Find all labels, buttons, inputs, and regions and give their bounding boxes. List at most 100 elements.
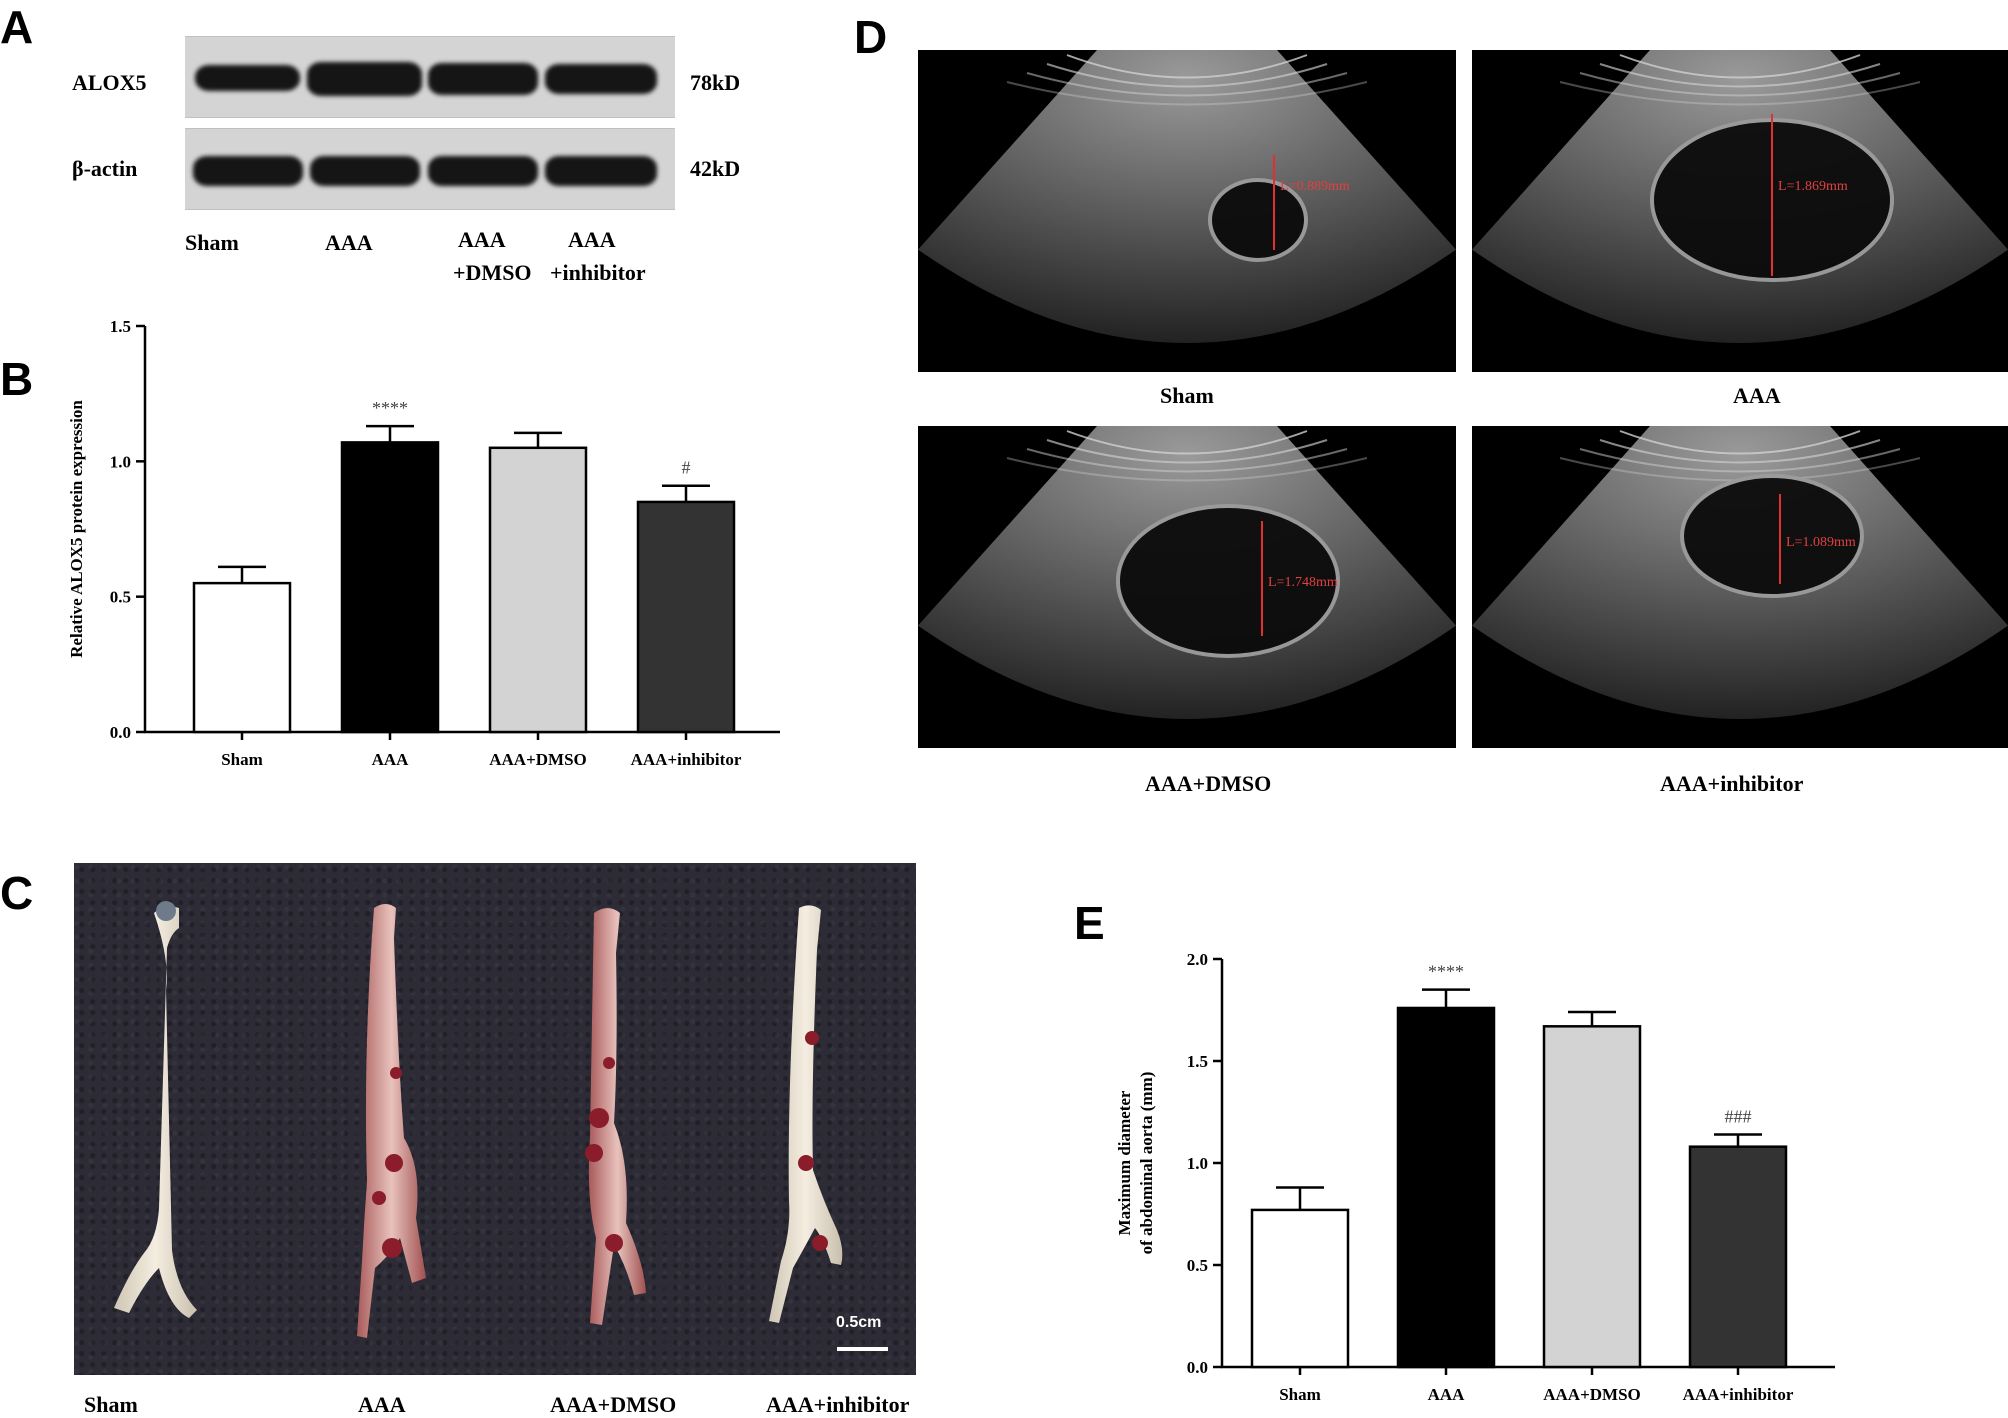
ultrasound-arc bbox=[1046, 439, 1328, 464]
chart-b-x-tick-label-3: AAA+inhibitor bbox=[631, 750, 742, 769]
photo-label-sham: Sham bbox=[84, 1392, 138, 1417]
chart-b-significance-3: # bbox=[682, 458, 691, 478]
chart-e-y-axis-label: Maximum diameter bbox=[1115, 1090, 1134, 1235]
chart-e-y-tick-label: 0.5 bbox=[1187, 1256, 1208, 1275]
chart-e-x-tick-label-1: AAA bbox=[1428, 1385, 1466, 1404]
measurement-label: L=1.089mm bbox=[1786, 535, 1856, 550]
photo-label-aaa-inhibitor: AAA+inhibitor bbox=[766, 1392, 910, 1417]
blot-row-label-beta-actin: β-actin bbox=[72, 156, 138, 181]
actin-band-aaa-dmso bbox=[428, 156, 538, 186]
chart-b-bar-0 bbox=[192, 581, 292, 734]
alox5-band-aaa-inhibitor bbox=[545, 64, 657, 94]
panel-e-letter: E bbox=[1074, 897, 1105, 949]
blot-row-label-alox5: ALOX5 bbox=[72, 70, 147, 95]
chart-e-x-tick-label-3: AAA+inhibitor bbox=[1683, 1385, 1794, 1404]
chart-b-y-tick-label: 1.5 bbox=[110, 317, 131, 336]
aorta-photo: 0.5cm bbox=[74, 863, 916, 1375]
alox5-band-sham bbox=[195, 65, 300, 91]
ultrasound-arc bbox=[1026, 72, 1348, 97]
chart-b-y-tick-label: 0.0 bbox=[110, 723, 131, 742]
panel-d-letter: D bbox=[854, 11, 888, 63]
ultrasound-fan bbox=[918, 50, 1456, 344]
chart-e-y-tick-label: 0.0 bbox=[1187, 1358, 1208, 1377]
us-label-aaa-dmso: AAA+DMSO bbox=[1145, 771, 1272, 796]
ultrasound-image-aaa-dmso: L=1.748mm bbox=[918, 426, 1456, 748]
chart-b-x-tick-label-2: AAA+DMSO bbox=[489, 750, 587, 769]
kd-label-78: 78kD bbox=[690, 70, 741, 95]
chart-b-x-tick-label-1: AAA bbox=[372, 750, 410, 769]
chart-e-x-tick-label-0: Sham bbox=[1279, 1385, 1321, 1404]
lane-label-aaa-inhibitor-line2: +inhibitor bbox=[550, 260, 646, 285]
lane-label-sham: Sham bbox=[185, 230, 239, 255]
ultrasound-arc bbox=[1619, 54, 1861, 79]
alox5-blot-strip bbox=[185, 36, 675, 118]
us-label-sham: Sham bbox=[1160, 383, 1214, 408]
measurement-label: L=1.748mm bbox=[1268, 575, 1338, 590]
ultrasound-image-aaa-inhibitor: L=1.089mm bbox=[1472, 426, 2008, 748]
measurement-label: L=1.869mm bbox=[1778, 179, 1848, 194]
ultrasound-arc bbox=[1066, 54, 1308, 79]
alox5-band-aaa bbox=[307, 62, 422, 96]
chart-e-y-tick-label: 1.0 bbox=[1187, 1154, 1208, 1173]
chart-b-y-tick-label: 1.0 bbox=[110, 452, 131, 471]
ultrasound-arc bbox=[1006, 457, 1368, 482]
aorta-sham bbox=[114, 901, 197, 1318]
chart-e-significance-3: ### bbox=[1725, 1106, 1752, 1126]
aorta-specimens bbox=[114, 901, 888, 1351]
ultrasound-arc bbox=[1599, 439, 1881, 464]
lane-label-aaa-inhibitor-line1: AAA bbox=[568, 227, 616, 252]
beta-actin-blot-strip bbox=[185, 128, 675, 210]
scale-bar-label: 0.5cm bbox=[836, 1314, 882, 1331]
aorta-lumen bbox=[1680, 474, 1864, 598]
chart-e-bar-1 bbox=[1396, 1006, 1496, 1369]
chart-b-x-tick-label-0: Sham bbox=[221, 750, 263, 769]
chart-e-bar-3 bbox=[1688, 1145, 1788, 1369]
chart-b: 0.0 0.5 1.0 1.5 Relative ALOX5 protein expre… bbox=[67, 317, 780, 769]
measurement-label: L=0.889mm bbox=[1280, 179, 1350, 194]
aorta-lumen bbox=[1116, 504, 1340, 658]
chart-b-y-axis-label: Relative ALOX5 protein expression bbox=[67, 400, 86, 658]
ultrasound-arc bbox=[1559, 81, 1921, 106]
ultrasound-arc bbox=[1066, 430, 1308, 455]
ultrasound-arc bbox=[1579, 72, 1901, 97]
kd-label-42: 42kD bbox=[690, 156, 741, 181]
chart-e-y-axis-label: of abdominal aorta (mm) bbox=[1137, 1072, 1156, 1255]
chart-b-bar-1 bbox=[340, 441, 440, 734]
alox5-band-aaa-dmso bbox=[428, 63, 538, 95]
lane-label-aaa: AAA bbox=[325, 230, 373, 255]
photo-label-aaa-dmso: AAA+DMSO bbox=[550, 1392, 677, 1417]
chart-b-bar-2 bbox=[488, 446, 588, 734]
panel-c-letter: C bbox=[0, 867, 34, 919]
chart-e-y-tick-label: 1.5 bbox=[1187, 1052, 1208, 1071]
lane-label-aaa-dmso-line2: +DMSO bbox=[453, 260, 532, 285]
aorta-aaa-inhibitor bbox=[769, 905, 843, 1323]
chart-e-y-tick-label: 2.0 bbox=[1187, 950, 1208, 969]
chart-e-bar-0 bbox=[1250, 1208, 1350, 1369]
aorta-lumen bbox=[1208, 178, 1308, 262]
actin-band-aaa-inhibitor bbox=[545, 156, 657, 186]
chart-b-bar-3 bbox=[636, 500, 736, 734]
chart-e-x-tick-label-2: AAA+DMSO bbox=[1543, 1385, 1641, 1404]
ultrasound-arc bbox=[1579, 448, 1901, 473]
panel-b-letter: B bbox=[0, 353, 34, 405]
ultrasound-image-aaa: L=1.869mm bbox=[1472, 50, 2008, 372]
us-label-aaa: AAA bbox=[1733, 383, 1781, 408]
ultrasound-arc bbox=[1599, 63, 1881, 88]
aorta-aaa bbox=[357, 904, 426, 1338]
chart-b-y-tick-label: 0.5 bbox=[110, 588, 131, 607]
chart-b-significance-1: **** bbox=[372, 398, 408, 418]
panel-a-letter: A bbox=[0, 1, 34, 53]
us-label-aaa-inhibitor: AAA+inhibitor bbox=[1660, 771, 1804, 796]
chart-e: 0.0 0.5 1.0 1.5 2.0 Maximum diameter of abdomi… bbox=[1115, 950, 1835, 1404]
ultrasound-arc bbox=[1619, 430, 1861, 455]
lane-label-aaa-dmso-line1: AAA bbox=[458, 227, 506, 252]
ultrasound-image-sham: L=0.889mm bbox=[918, 50, 1456, 372]
ultrasound-arc bbox=[1026, 448, 1348, 473]
ultrasound-arc bbox=[1006, 81, 1368, 106]
ultrasound-arc bbox=[1046, 63, 1328, 88]
actin-band-sham bbox=[193, 156, 303, 186]
chart-e-significance-1: **** bbox=[1428, 962, 1464, 982]
chart-e-bar-2 bbox=[1542, 1025, 1642, 1369]
aorta-aaa-dmso bbox=[585, 908, 646, 1325]
actin-band-aaa bbox=[310, 156, 420, 186]
